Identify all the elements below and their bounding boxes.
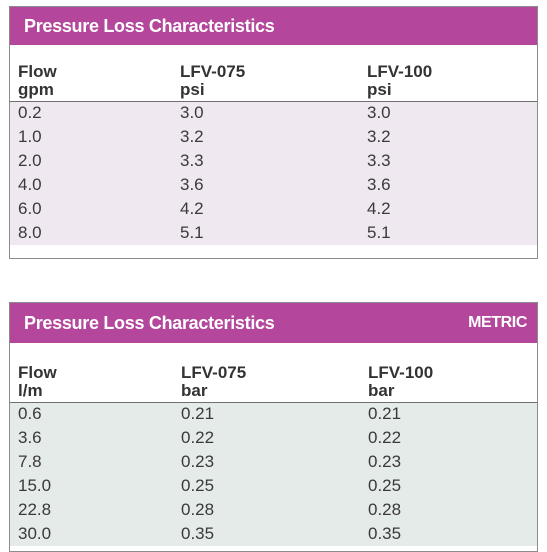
- header-divider: [10, 402, 537, 403]
- lfv-075-cell: 0.23: [181, 452, 215, 471]
- column-header-name: LFV-075: [180, 62, 246, 81]
- table-row: 6.0 4.2 4.2: [10, 197, 537, 221]
- table-row: 0.2 3.0 3.0: [10, 101, 537, 125]
- table-row: 22.8 0.28 0.28: [10, 498, 537, 522]
- pressure-loss-table-imperial: Pressure Loss Characteristics Flow gpm L…: [9, 6, 538, 259]
- flow-cell: 1.0: [18, 127, 42, 146]
- flow-cell: 7.8: [18, 452, 42, 471]
- column-header-lfv-100: LFV-100 bar: [368, 364, 433, 400]
- column-header-name: LFV-100: [368, 363, 434, 382]
- flow-cell: 0.6: [18, 404, 42, 423]
- lfv-075-cell: 0.22: [181, 428, 215, 447]
- flow-cell: 30.0: [18, 524, 52, 543]
- lfv-100-cell: 0.21: [368, 404, 402, 423]
- column-header-row: Flow l/m LFV-075 bar LFV-100 bar: [10, 360, 537, 402]
- lfv-100-cell: 0.35: [368, 524, 402, 543]
- lfv-075-cell: 0.25: [181, 476, 215, 495]
- column-header-name: LFV-075: [181, 363, 247, 382]
- flow-cell: 0.2: [18, 103, 42, 122]
- lfv-075-cell: 5.1: [180, 223, 204, 242]
- table-row: 30.0 0.35 0.35: [10, 522, 537, 546]
- column-header-unit: psi: [367, 80, 392, 99]
- lfv-100-cell: 3.3: [367, 151, 391, 170]
- table-row: 2.0 3.3 3.3: [10, 149, 537, 173]
- column-header-unit: l/m: [18, 381, 43, 400]
- lfv-100-cell: 0.28: [368, 500, 402, 519]
- column-header-name: LFV-100: [367, 62, 433, 81]
- lfv-075-cell: 0.35: [181, 524, 215, 543]
- lfv-100-cell: 3.0: [367, 103, 391, 122]
- column-header-flow: Flow l/m: [18, 364, 57, 400]
- metric-tag: METRIC: [468, 314, 527, 331]
- table-row: 15.0 0.25 0.25: [10, 474, 537, 498]
- column-header-row: Flow gpm LFV-075 psi LFV-100 psi: [10, 59, 537, 101]
- lfv-100-cell: 3.2: [367, 127, 391, 146]
- column-header-lfv-075: LFV-075 bar: [181, 364, 246, 400]
- table-row: 4.0 3.6 3.6: [10, 173, 537, 197]
- lfv-100-cell: 4.2: [367, 199, 391, 218]
- table-row: 1.0 3.2 3.2: [10, 125, 537, 149]
- column-header-unit: gpm: [18, 80, 54, 99]
- spacer: [10, 45, 537, 59]
- column-header-unit: psi: [180, 80, 205, 99]
- column-header-unit: bar: [368, 381, 395, 400]
- flow-cell: 15.0: [18, 476, 52, 495]
- table-title-banner: Pressure Loss Characteristics METRIC: [10, 303, 537, 343]
- flow-cell: 22.8: [18, 500, 52, 519]
- lfv-100-cell: 5.1: [367, 223, 391, 242]
- lfv-100-cell: 0.23: [368, 452, 402, 471]
- lfv-075-cell: 3.6: [180, 175, 204, 194]
- table-row: 3.6 0.22 0.22: [10, 426, 537, 450]
- table-row: 7.8 0.23 0.23: [10, 450, 537, 474]
- column-header-flow: Flow gpm: [18, 63, 57, 99]
- table-title: Pressure Loss Characteristics: [24, 312, 275, 333]
- table-row: 0.6 0.21 0.21: [10, 402, 537, 426]
- table-body: Flow l/m LFV-075 bar LFV-100 bar 0.6 0.2…: [10, 360, 537, 546]
- table-title: Pressure Loss Characteristics: [24, 15, 275, 36]
- column-header-lfv-075: LFV-075 psi: [180, 63, 245, 99]
- column-header-lfv-100: LFV-100 psi: [367, 63, 432, 99]
- flow-cell: 3.6: [18, 428, 42, 447]
- flow-cell: 2.0: [18, 151, 42, 170]
- lfv-075-cell: 3.2: [180, 127, 204, 146]
- lfv-075-cell: 3.3: [180, 151, 204, 170]
- column-header-name: Flow: [18, 62, 57, 81]
- table-row: 8.0 5.1 5.1: [10, 221, 537, 245]
- flow-cell: 4.0: [18, 175, 42, 194]
- column-header-name: Flow: [18, 363, 57, 382]
- flow-cell: 8.0: [18, 223, 42, 242]
- table-title-banner: Pressure Loss Characteristics: [10, 7, 537, 45]
- pressure-loss-table-metric: Pressure Loss Characteristics METRIC Flo…: [9, 302, 538, 552]
- lfv-100-cell: 0.22: [368, 428, 402, 447]
- spacer: [10, 343, 537, 360]
- lfv-075-cell: 0.28: [181, 500, 215, 519]
- flow-cell: 6.0: [18, 199, 42, 218]
- lfv-075-cell: 0.21: [181, 404, 215, 423]
- lfv-075-cell: 3.0: [180, 103, 204, 122]
- header-divider: [10, 101, 537, 102]
- lfv-100-cell: 3.6: [367, 175, 391, 194]
- column-header-unit: bar: [181, 381, 208, 400]
- lfv-075-cell: 4.2: [180, 199, 204, 218]
- lfv-100-cell: 0.25: [368, 476, 402, 495]
- table-body: Flow gpm LFV-075 psi LFV-100 psi 0.2 3.0…: [10, 59, 537, 245]
